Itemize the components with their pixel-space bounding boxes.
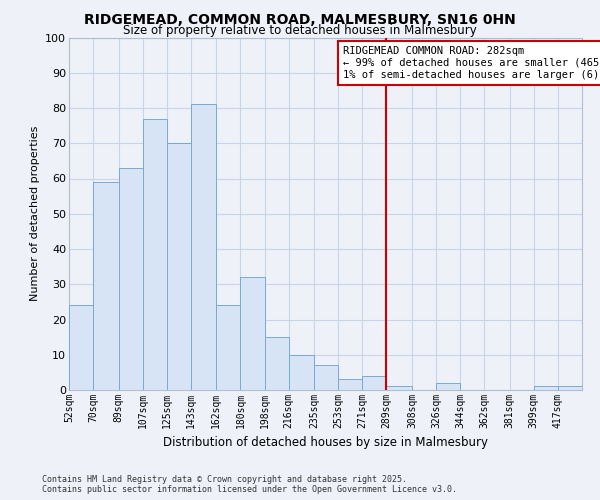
Bar [558,386,582,390]
Bar [338,380,362,390]
Bar [386,386,412,390]
Text: Contains HM Land Registry data © Crown copyright and database right 2025.
Contai: Contains HM Land Registry data © Crown c… [42,474,457,494]
Bar [241,277,265,390]
Text: RIDGEMEAD COMMON ROAD: 282sqm
← 99% of detached houses are smaller (465)
1% of s: RIDGEMEAD COMMON ROAD: 282sqm ← 99% of d… [343,46,600,80]
Bar [119,168,143,390]
Bar [362,376,386,390]
Bar [143,118,167,390]
Text: RIDGEMEAD, COMMON ROAD, MALMESBURY, SN16 0HN: RIDGEMEAD, COMMON ROAD, MALMESBURY, SN16… [84,12,516,26]
Bar [289,355,314,390]
Bar [93,182,119,390]
Bar [69,306,93,390]
Bar [217,306,241,390]
Y-axis label: Number of detached properties: Number of detached properties [29,126,40,302]
Bar [436,383,460,390]
Bar [191,104,217,390]
X-axis label: Distribution of detached houses by size in Malmesbury: Distribution of detached houses by size … [163,436,488,450]
Bar [534,386,558,390]
Bar [167,143,191,390]
Bar [265,337,289,390]
Bar [314,366,338,390]
Text: Size of property relative to detached houses in Malmesbury: Size of property relative to detached ho… [123,24,477,37]
